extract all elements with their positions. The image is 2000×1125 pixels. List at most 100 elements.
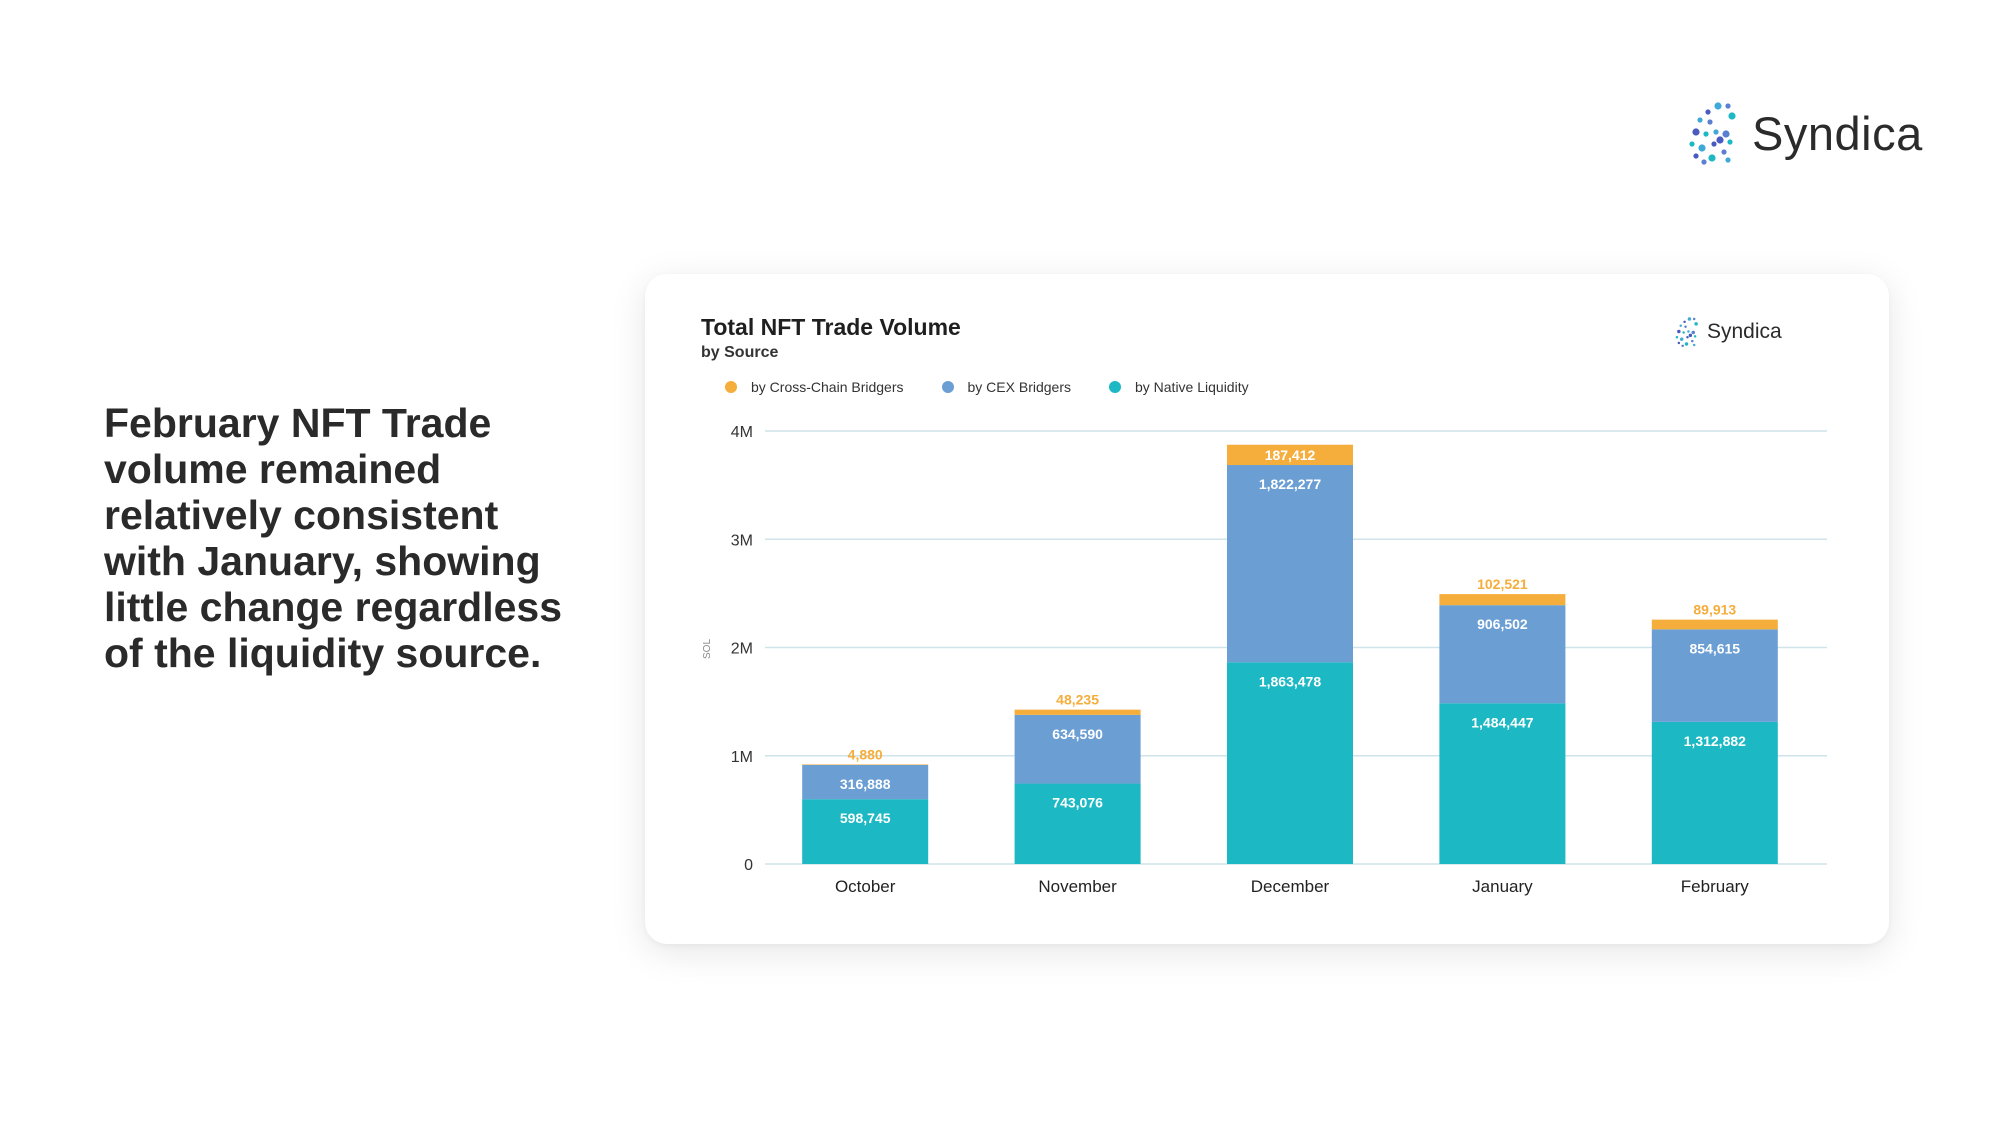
logo-dot bbox=[1703, 131, 1709, 137]
logo-dot bbox=[1727, 139, 1733, 145]
y-tick-label: 3M bbox=[731, 532, 753, 549]
data-label: 598,745 bbox=[840, 810, 891, 826]
logo-dot bbox=[1711, 141, 1717, 147]
logo-dot bbox=[1721, 149, 1727, 155]
logo-dot bbox=[1688, 333, 1693, 338]
data-label: 48,235 bbox=[1056, 692, 1099, 708]
legend-item-native: by Native Liquidity bbox=[1108, 379, 1249, 395]
logo-dot bbox=[1705, 109, 1711, 115]
x-tick-label: October bbox=[835, 877, 896, 896]
data-label: 854,615 bbox=[1689, 640, 1740, 656]
bar-segment bbox=[1651, 721, 1778, 864]
logo-dot bbox=[1684, 325, 1687, 328]
x-tick-label: November bbox=[1038, 877, 1117, 896]
chart-title: Total NFT Trade Volume bbox=[701, 314, 961, 340]
logo-dot bbox=[1679, 324, 1683, 328]
bar-segment bbox=[1227, 662, 1353, 864]
brand-logo: Syndica bbox=[1688, 100, 1923, 166]
logo-dot bbox=[1708, 154, 1716, 162]
headline: February NFT Trade volume remained relat… bbox=[104, 400, 563, 676]
logo-dot bbox=[1693, 335, 1697, 338]
logo-dot bbox=[1687, 330, 1690, 333]
logo-dot bbox=[1716, 136, 1724, 144]
legend-label-native: by Native Liquidity bbox=[1134, 379, 1249, 395]
logo-dot bbox=[1683, 320, 1686, 324]
logo-dot bbox=[1714, 102, 1722, 110]
syndica-logo-icon bbox=[1689, 102, 1736, 165]
data-label: 1,312,882 bbox=[1684, 733, 1746, 749]
data-label: 316,888 bbox=[840, 776, 891, 792]
logo-dot bbox=[1707, 119, 1713, 125]
bar-segment bbox=[1439, 703, 1566, 864]
data-label: 1,822,277 bbox=[1259, 476, 1321, 492]
legend-swatch-cex bbox=[941, 381, 954, 393]
logo-dot bbox=[1701, 159, 1707, 165]
logo-dot bbox=[1697, 117, 1703, 123]
x-tick-label: January bbox=[1472, 877, 1533, 896]
data-label: 906,502 bbox=[1477, 616, 1528, 632]
chart-card: Total NFT Trade Volume by Source Syndica… bbox=[645, 274, 1889, 944]
logo-dot bbox=[1677, 329, 1681, 334]
chart-legend: by Cross-Chain Bridgers by CEX Bridgers … bbox=[725, 379, 1249, 395]
logo-dot bbox=[1675, 336, 1679, 339]
chart-brand-name: Syndica bbox=[1707, 320, 1782, 343]
logo-dot bbox=[1691, 330, 1695, 335]
bar-segment bbox=[1227, 465, 1353, 663]
data-label: 634,590 bbox=[1052, 726, 1103, 742]
brand-name: Syndica bbox=[1752, 106, 1923, 160]
logo-dot bbox=[1722, 130, 1730, 138]
logo-dot bbox=[1692, 317, 1696, 321]
logo-dot bbox=[1725, 157, 1731, 163]
legend-label-cross-chain: by Cross-Chain Bridgers bbox=[751, 379, 904, 395]
data-label: 1,484,447 bbox=[1471, 714, 1533, 730]
bar-segment bbox=[1227, 444, 1353, 466]
logo-dot bbox=[1684, 342, 1689, 346]
logo-dot bbox=[1693, 153, 1699, 159]
logo-dot bbox=[1692, 343, 1696, 347]
legend-swatch-native bbox=[1108, 381, 1121, 393]
logo-dot bbox=[1681, 344, 1684, 348]
logo-dot bbox=[1713, 129, 1719, 135]
data-label: 187,412 bbox=[1265, 447, 1316, 463]
logo-dot bbox=[1687, 317, 1692, 321]
bar-segment bbox=[1014, 709, 1141, 715]
x-tick-label: February bbox=[1681, 877, 1750, 896]
legend-label-cex: by CEX Bridgers bbox=[967, 379, 1071, 395]
logo-dot bbox=[1691, 339, 1694, 343]
data-label: 89,913 bbox=[1693, 602, 1736, 618]
x-tick-label: December bbox=[1251, 877, 1330, 896]
bar-segment bbox=[1439, 594, 1566, 606]
logo-dot bbox=[1679, 337, 1684, 341]
bar-segment bbox=[802, 764, 929, 765]
legend-swatch-cross-chain bbox=[725, 381, 737, 393]
y-tick-label: 1M bbox=[731, 749, 753, 766]
data-label: 4,880 bbox=[848, 746, 883, 762]
data-label: 743,076 bbox=[1052, 795, 1103, 811]
y-tick-label: 2M bbox=[731, 641, 753, 658]
y-axis-label: SOL bbox=[702, 639, 713, 659]
syndica-logo-small-icon bbox=[1675, 317, 1698, 348]
bar-segment bbox=[1014, 714, 1141, 784]
bar-segment bbox=[1439, 605, 1566, 704]
data-label: 102,521 bbox=[1477, 576, 1528, 592]
legend-item-cross-chain: by Cross-Chain Bridgers bbox=[725, 379, 904, 395]
chart-subtitle: by Source bbox=[701, 344, 779, 361]
bar-segment bbox=[1651, 629, 1778, 722]
bar-segment bbox=[1651, 619, 1778, 630]
logo-dot bbox=[1692, 128, 1700, 136]
logo-dot bbox=[1698, 144, 1706, 152]
logo-dot bbox=[1677, 341, 1681, 345]
bar-segment bbox=[802, 764, 929, 800]
y-tick-label: 0 bbox=[744, 857, 753, 874]
logo-dot bbox=[1689, 141, 1695, 147]
bar-segment bbox=[1014, 783, 1141, 864]
bar-segment bbox=[802, 799, 929, 864]
logo-dot bbox=[1682, 331, 1685, 334]
logo-dot bbox=[1694, 322, 1698, 326]
stacked-bar-chart: 0 1M 2M 3M 4M SOL 598,745 316,888 4,880 October 74… bbox=[702, 424, 1827, 896]
legend-item-cex: by CEX Bridgers bbox=[941, 379, 1071, 395]
logo-dot bbox=[1725, 103, 1731, 109]
data-label: 1,863,478 bbox=[1259, 673, 1321, 689]
logo-dot bbox=[1686, 336, 1689, 339]
chart-brand-logo: Syndica bbox=[1675, 316, 1782, 348]
